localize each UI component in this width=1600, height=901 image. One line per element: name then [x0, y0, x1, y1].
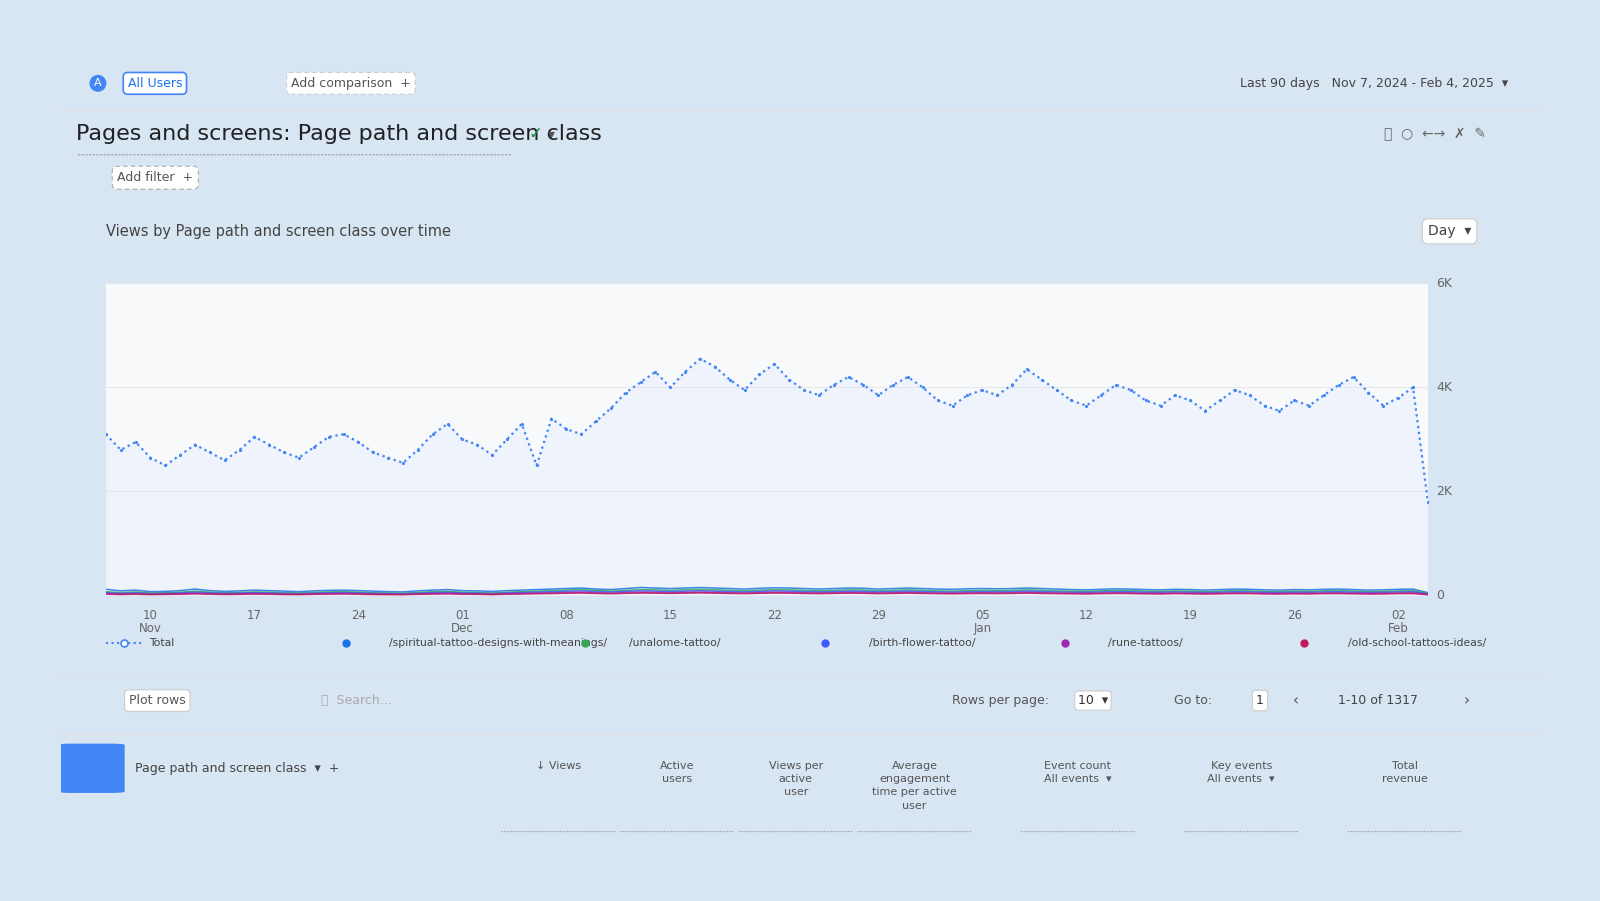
- Text: /birth-flower-tattoo/: /birth-flower-tattoo/: [869, 638, 974, 648]
- Text: Pages and screens: Page path and screen class: Pages and screens: Page path and screen …: [75, 124, 602, 144]
- Text: Total
revenue: Total revenue: [1382, 761, 1427, 784]
- Text: ‹: ‹: [1293, 693, 1299, 708]
- Text: Rows per page:: Rows per page:: [952, 694, 1048, 707]
- Text: 02: 02: [1390, 608, 1406, 622]
- Text: All Users: All Users: [128, 77, 182, 90]
- Text: 10: 10: [142, 608, 158, 622]
- Text: 08: 08: [558, 608, 574, 622]
- Text: 4K: 4K: [1437, 381, 1453, 394]
- Text: 17: 17: [246, 608, 262, 622]
- Text: 6K: 6K: [1437, 277, 1453, 290]
- Text: Last 90 days   Nov 7, 2024 - Feb 4, 2025  ▾: Last 90 days Nov 7, 2024 - Feb 4, 2025 ▾: [1240, 77, 1509, 90]
- Text: Key events
All events  ▾: Key events All events ▾: [1208, 761, 1275, 784]
- Text: Total: Total: [149, 638, 174, 648]
- Text: /unalome-tattoo/: /unalome-tattoo/: [629, 638, 720, 648]
- Text: 0: 0: [1437, 589, 1445, 602]
- Text: Average
engagement
time per active
user: Average engagement time per active user: [872, 761, 957, 811]
- Text: Add comparison  +: Add comparison +: [291, 77, 411, 90]
- Text: 15: 15: [662, 608, 678, 622]
- Text: /old-school-tattoos-ideas/: /old-school-tattoos-ideas/: [1349, 638, 1486, 648]
- Text: Page path and screen class  ▾  +: Page path and screen class ▾ +: [134, 762, 339, 776]
- Text: Views per
active
user: Views per active user: [768, 761, 822, 797]
- Text: ⬛  ○  ←→  ✗  ✎: ⬛ ○ ←→ ✗ ✎: [1384, 127, 1486, 141]
- Text: ↓ Views: ↓ Views: [536, 761, 581, 771]
- Text: A: A: [94, 78, 102, 88]
- Text: 24: 24: [350, 608, 366, 622]
- Text: 12: 12: [1078, 608, 1094, 622]
- Text: 1: 1: [1256, 694, 1264, 707]
- Text: Dec: Dec: [451, 622, 474, 634]
- Text: Day  ▾: Day ▾: [1427, 224, 1472, 239]
- Text: 22: 22: [766, 608, 782, 622]
- Text: 01: 01: [454, 608, 470, 622]
- Text: Nov: Nov: [139, 622, 162, 634]
- Text: 29: 29: [870, 608, 886, 622]
- Text: 1-10 of 1317: 1-10 of 1317: [1338, 694, 1418, 707]
- FancyBboxPatch shape: [58, 743, 125, 793]
- Text: 10  ▾: 10 ▾: [1078, 694, 1109, 707]
- Text: ✓: ✓: [528, 125, 542, 143]
- Text: Views by Page path and screen class over time: Views by Page path and screen class over…: [106, 223, 451, 239]
- Text: Feb: Feb: [1387, 622, 1408, 634]
- Text: 05: 05: [974, 608, 990, 622]
- Text: ▾: ▾: [547, 127, 555, 141]
- Text: Jan: Jan: [973, 622, 992, 634]
- Text: /rune-tattoos/: /rune-tattoos/: [1109, 638, 1182, 648]
- Text: Go to:: Go to:: [1174, 694, 1213, 707]
- Text: 19: 19: [1182, 608, 1198, 622]
- Text: 26: 26: [1286, 608, 1302, 622]
- Text: ›: ›: [1464, 693, 1470, 708]
- Text: Add filter  +: Add filter +: [117, 171, 194, 184]
- Text: 🔍  Search...: 🔍 Search...: [320, 694, 392, 707]
- Text: Event count
All events  ▾: Event count All events ▾: [1045, 761, 1112, 784]
- Text: Active
users: Active users: [659, 761, 694, 784]
- Text: Plot rows: Plot rows: [130, 694, 186, 707]
- Text: /spiritual-tattoo-designs-with-meanings/: /spiritual-tattoo-designs-with-meanings/: [389, 638, 606, 648]
- Text: 2K: 2K: [1437, 485, 1453, 498]
